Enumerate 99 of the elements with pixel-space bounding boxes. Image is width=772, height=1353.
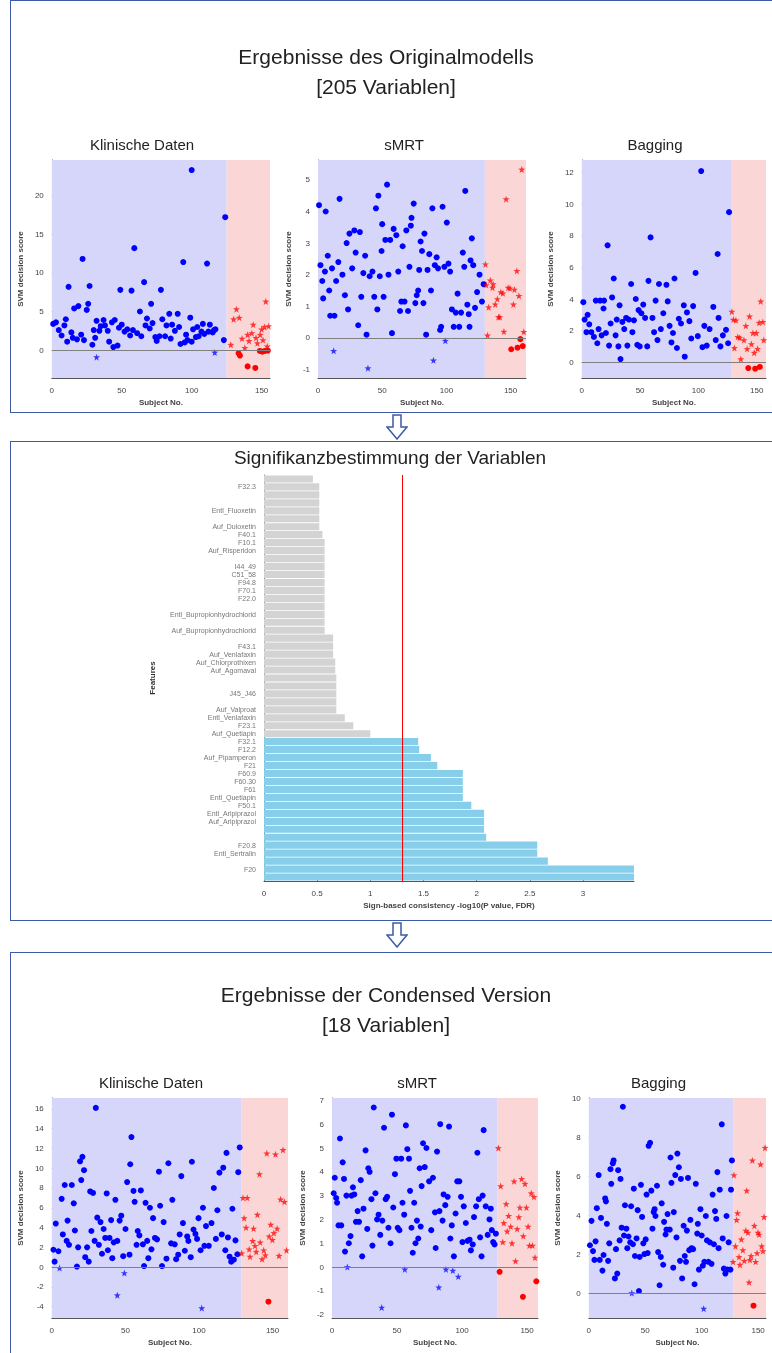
y-tick-label: 4 <box>569 294 575 304</box>
y-tick-label: 2 <box>569 326 575 336</box>
y-tick-label: 0 <box>569 357 575 367</box>
y-tick-label: 2 <box>576 1249 582 1259</box>
y-tick-label: 0 <box>305 333 311 343</box>
x-tick-label: 2.5 <box>524 888 536 898</box>
x-tick-label: 1 <box>368 888 374 898</box>
y-tick-label: -4 <box>36 1302 45 1312</box>
y-tick-label: 4 <box>319 1167 325 1177</box>
x-axis-title: Subject No. <box>655 1338 700 1348</box>
y-tick-label: 16 <box>34 1104 45 1114</box>
y-tick-label: -2 <box>316 1310 325 1320</box>
y-axis-title: SVM decision score <box>15 1169 25 1246</box>
y-axis-title: SVM decision score <box>552 1169 562 1246</box>
text: Ergebnisse des Originalmodells <box>237 44 535 70</box>
x-tick-label: 150 <box>751 1325 766 1335</box>
chart-title: Signifikanzbestimmung der Variablen <box>233 447 547 468</box>
y-tick-label: 8 <box>569 231 575 241</box>
chart-title: Bagging <box>627 136 683 153</box>
y-axis-title: SVM decision score <box>283 230 293 307</box>
y-tick-label: 4 <box>305 207 311 216</box>
y-tick-label: 10 <box>571 1093 582 1103</box>
y-tick-label: 0 <box>576 1288 582 1298</box>
y-tick-label: 5 <box>305 175 311 185</box>
x-tick-label: 50 <box>640 1325 651 1335</box>
x-tick-label: 50 <box>117 385 127 395</box>
y-tick-label: 1 <box>305 301 311 311</box>
y-tick-label: 5 <box>319 1143 325 1153</box>
x-tick-label: 0 <box>49 385 55 395</box>
y-axis-title: SVM decision score <box>545 230 555 307</box>
y-axis-title: Features <box>147 660 157 695</box>
y-tick-label: 12 <box>34 1143 45 1153</box>
x-tick-label: 0 <box>261 888 267 898</box>
x-tick-label: 150 <box>265 1325 280 1335</box>
y-tick-label: 20 <box>34 191 45 201</box>
x-tick-label: 100 <box>455 1325 470 1335</box>
chart-title: Klinische Daten <box>89 136 195 153</box>
x-tick-label: 0 <box>586 1325 592 1335</box>
y-tick-label: -1 <box>302 364 311 374</box>
x-axis-title: Subject No. <box>147 1338 192 1348</box>
y-tick-label: 7 <box>319 1095 325 1105</box>
y-tick-label: 14 <box>34 1124 45 1134</box>
x-tick-label: 100 <box>192 1325 207 1335</box>
x-tick-label: 50 <box>392 1325 403 1335</box>
x-tick-label: 50 <box>635 385 646 395</box>
x-tick-label: 1.5 <box>417 888 430 898</box>
y-tick-label: 4 <box>576 1210 582 1220</box>
y-tick-label: 8 <box>576 1132 582 1142</box>
text: Ergebnisse der Condensed Version <box>219 982 553 1008</box>
y-tick-label: 10 <box>564 199 575 209</box>
x-tick-label: 150 <box>254 385 269 395</box>
x-axis-title: Subject No. <box>413 1338 458 1348</box>
x-tick-label: 150 <box>520 1325 535 1335</box>
y-axis-title: SVM decision score <box>297 1169 307 1246</box>
x-axis-title: Subject No. <box>400 398 445 408</box>
x-tick-label: 100 <box>694 1325 709 1335</box>
y-tick-label: 10 <box>34 268 45 278</box>
x-axis-title: Subject No. <box>651 398 696 408</box>
y-axis-title: SVM decision score <box>15 230 25 307</box>
y-tick-label: 6 <box>319 1119 325 1129</box>
y-tick-label: 5 <box>39 307 45 317</box>
chart-title: Bagging <box>630 1074 687 1091</box>
y-tick-label: 6 <box>39 1203 45 1213</box>
y-tick-label: 0 <box>319 1262 325 1272</box>
y-tick-label: 15 <box>34 229 45 239</box>
y-tick-label: 3 <box>305 238 311 248</box>
x-tick-label: 2 <box>474 888 480 898</box>
x-axis-title: Sign-based consistency -log10(P value, FDR) <box>363 901 536 911</box>
y-tick-label: 6 <box>569 262 575 272</box>
text: [18 Variablen] <box>321 1012 451 1038</box>
y-tick-label: 0 <box>39 1262 45 1272</box>
x-tick-label: 0 <box>329 1325 335 1335</box>
y-tick-label: 10 <box>34 1163 45 1173</box>
y-tick-label: 4 <box>39 1223 45 1233</box>
y-tick-label: 2 <box>39 1242 45 1252</box>
chart-title: sMRT <box>397 1074 437 1091</box>
x-tick-label: 150 <box>749 385 764 395</box>
chart-title: Klinische Daten <box>98 1074 204 1091</box>
x-tick-label: 100 <box>184 385 199 395</box>
y-tick-label: 6 <box>576 1171 582 1181</box>
chart-title: sMRT <box>384 136 424 153</box>
x-tick-label: 100 <box>691 385 706 395</box>
x-tick-label: 50 <box>377 385 388 395</box>
x-tick-label: 150 <box>503 385 518 395</box>
y-tick-label: 0 <box>39 345 45 355</box>
y-tick-label: 3 <box>319 1191 325 1201</box>
y-tick-label: 2 <box>305 270 311 280</box>
x-axis-title: Subject No. <box>138 398 183 408</box>
x-tick-label: 0.5 <box>311 888 324 898</box>
y-tick-label: 8 <box>39 1183 45 1193</box>
y-tick-label: 2 <box>319 1214 325 1224</box>
text: [205 Variablen] <box>315 74 457 100</box>
x-tick-label: 100 <box>439 385 454 395</box>
y-tick-label: 1 <box>319 1238 325 1248</box>
y-tick-label: -2 <box>36 1282 45 1292</box>
y-tick-label: 12 <box>564 168 575 178</box>
x-tick-label: 50 <box>120 1325 131 1335</box>
x-tick-label: 0 <box>49 1325 55 1335</box>
y-tick-label: -1 <box>316 1286 325 1296</box>
